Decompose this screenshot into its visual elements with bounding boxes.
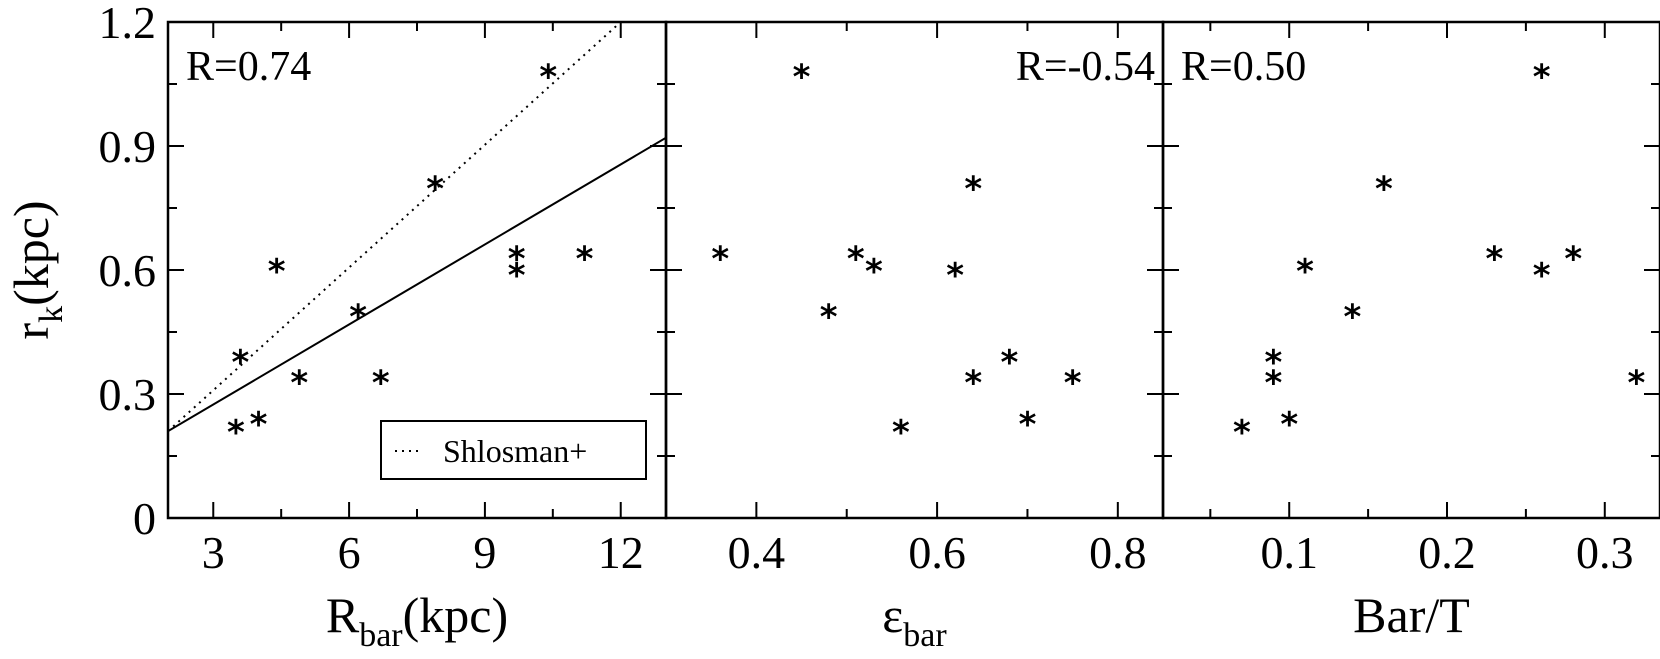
data-point: * (1343, 297, 1361, 337)
data-point: * (349, 297, 367, 337)
data-point: * (892, 413, 910, 453)
fit-line (168, 136, 666, 433)
data-point: * (1296, 252, 1314, 292)
data-point: * (232, 343, 250, 383)
x-tick-label: 0.8 (1089, 527, 1147, 578)
x-tick-label: 3 (202, 527, 225, 578)
data-point: * (865, 252, 883, 292)
y-tick-label: 0.9 (99, 121, 157, 172)
data-point: * (1280, 405, 1298, 445)
x-tick-label: 6 (338, 527, 361, 578)
x-axis-title: εbar (882, 587, 947, 654)
data-point: * (539, 58, 557, 98)
data-point: * (426, 169, 444, 209)
x-tick-label: 0.2 (1418, 527, 1476, 578)
panel-1: 3 6 9 1200.30.60.91.2************R=0.74Shlo… (3, 0, 668, 654)
x-tick-label: 0.1 (1260, 527, 1318, 578)
legend-box (380, 420, 647, 480)
legend-label: Shlosman+ (443, 433, 587, 469)
data-point: * (1233, 413, 1251, 453)
data-point: * (964, 364, 982, 404)
y-tick-label: 0.6 (99, 245, 157, 296)
data-point: * (847, 240, 865, 280)
data-point: * (250, 405, 268, 445)
x-tick-label: 0.3 (1576, 527, 1634, 578)
data-point: * (372, 364, 390, 404)
data-point: * (1533, 256, 1551, 296)
x-tick-label: 9 (473, 527, 496, 578)
data-point: * (508, 256, 526, 296)
plot-frame (664, 20, 1165, 520)
data-point: * (1265, 364, 1283, 404)
x-axis-title: Bar/T (1353, 587, 1470, 643)
y-axis-title: rk(kpc) (3, 200, 70, 339)
correlation-label: R=0.50 (1181, 44, 1306, 90)
data-point: * (508, 240, 526, 280)
data-point: * (793, 58, 811, 98)
data-point: * (946, 256, 964, 296)
data-point: * (820, 297, 838, 337)
data-point: * (964, 169, 982, 209)
x-tick-label: 12 (598, 527, 644, 578)
data-point: * (711, 240, 729, 280)
data-point: * (1019, 405, 1037, 445)
correlation-label: R=-0.54 (1016, 44, 1155, 90)
y-tick-label: 0 (133, 493, 156, 544)
data-point: * (1375, 169, 1393, 209)
data-point: * (1564, 240, 1582, 280)
data-point: * (1265, 343, 1283, 383)
data-point: * (1485, 240, 1503, 280)
data-point: * (1000, 343, 1018, 383)
x-axis-title: Rbar(kpc) (326, 587, 508, 654)
y-tick-label: 0.3 (99, 369, 157, 420)
data-point: * (576, 240, 594, 280)
correlation-label: R=0.74 (186, 44, 311, 90)
x-tick-label: 0.6 (908, 527, 966, 578)
data-point: * (1064, 364, 1082, 404)
data-point: * (227, 413, 245, 453)
data-point: * (1627, 364, 1645, 404)
data-point: * (1533, 58, 1551, 98)
data-point: * (290, 364, 308, 404)
y-tick-label: 1.2 (99, 0, 157, 48)
x-tick-label: 0.4 (728, 527, 786, 578)
data-point: * (268, 252, 286, 292)
